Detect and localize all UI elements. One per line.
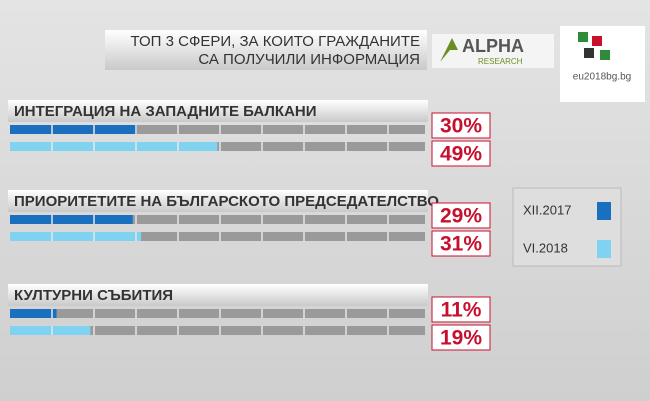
chart-title: ТОП 3 СФЕРИ, ЗА КОИТО ГРАЖДАНИТЕ (131, 33, 420, 50)
value-label-box (431, 230, 491, 257)
bar-track (10, 309, 425, 318)
bar-track (10, 326, 425, 335)
eu-icon (592, 36, 602, 46)
eu-icon (584, 48, 594, 58)
bar (10, 326, 91, 335)
value-label: 11% (441, 299, 482, 322)
bar (10, 309, 57, 318)
logo-text: RESEARCH (478, 57, 523, 66)
chart-title: СА ПОЛУЧИЛИ ИНФОРМАЦИЯ (198, 51, 420, 68)
value-label: 31% (440, 233, 482, 256)
bar-track (10, 125, 425, 134)
eu-logo (560, 26, 645, 102)
logo-text: ALPHA (462, 36, 524, 56)
value-label-box (431, 112, 491, 139)
eu-icon (578, 32, 588, 42)
legend-label: XII.2017 (523, 202, 571, 217)
bar-track (10, 215, 425, 224)
title-box (105, 30, 427, 70)
category-label: ПРИОРИТЕТИТЕ НА БЪЛГАРСКОТО ПРЕДСЕДАТЕЛС… (14, 193, 439, 210)
bar (10, 215, 133, 224)
value-label-box (431, 202, 491, 229)
value-label-box (431, 296, 491, 323)
bar (10, 232, 142, 241)
bar (10, 142, 218, 151)
logo-text: eu2018bg.bg (573, 72, 631, 83)
category-label: ИНТЕГРАЦИЯ НА ЗАПАДНИТЕ БАЛКАНИ (14, 103, 317, 120)
category-band (8, 100, 428, 122)
bar (10, 125, 137, 134)
bar-track (10, 142, 425, 151)
category-label: КУЛТУРНИ СЪБИТИЯ (14, 287, 173, 304)
eu-icon (600, 50, 610, 60)
value-label: 30% (440, 115, 482, 138)
value-label: 19% (440, 327, 482, 350)
value-label-box (431, 140, 491, 167)
legend-swatch (597, 240, 611, 258)
value-label: 49% (440, 143, 482, 166)
alpha-icon (440, 38, 458, 62)
legend-swatch (597, 202, 611, 220)
bar-track (10, 232, 425, 241)
value-label: 29% (440, 205, 482, 228)
category-band (8, 190, 428, 212)
value-label-box (431, 324, 491, 351)
legend-label: VI.2018 (523, 240, 568, 255)
category-band (8, 284, 428, 306)
